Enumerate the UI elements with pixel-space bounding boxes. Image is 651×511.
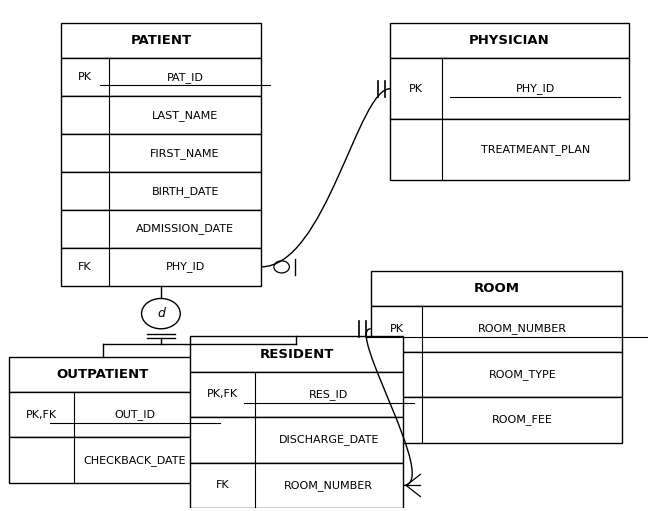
Text: PK,FK: PK,FK [26, 410, 57, 420]
Text: ROOM_NUMBER: ROOM_NUMBER [478, 323, 567, 334]
Text: CHECKBACK_DATE: CHECKBACK_DATE [84, 455, 186, 466]
Text: DISCHARGE_DATE: DISCHARGE_DATE [279, 434, 379, 446]
Bar [390, 119, 629, 180]
Bar [9, 392, 197, 437]
Text: LAST_NAME: LAST_NAME [152, 110, 218, 121]
Bar [61, 23, 261, 58]
Text: PATIENT: PATIENT [130, 34, 191, 47]
Text: PK: PK [409, 84, 423, 94]
Text: PK: PK [78, 73, 92, 82]
Text: ROOM_TYPE: ROOM_TYPE [488, 369, 556, 380]
Bar [61, 210, 261, 248]
Bar [190, 463, 403, 508]
Text: TREATMEANT_PLAN: TREATMEANT_PLAN [480, 144, 590, 155]
Text: ADMISSION_DATE: ADMISSION_DATE [136, 223, 234, 235]
Bar [190, 371, 403, 417]
Text: PK: PK [389, 324, 404, 334]
Text: ROOM_NUMBER: ROOM_NUMBER [284, 480, 373, 491]
Bar [370, 271, 622, 306]
Text: FK: FK [215, 480, 229, 491]
Text: ROOM_FEE: ROOM_FEE [492, 414, 553, 425]
Text: PAT_ID: PAT_ID [167, 72, 204, 83]
Bar [390, 23, 629, 58]
Text: d: d [157, 307, 165, 320]
Text: PK,FK: PK,FK [206, 389, 238, 400]
Text: BIRTH_DATE: BIRTH_DATE [152, 185, 219, 197]
Text: ROOM: ROOM [473, 282, 519, 295]
Bar [370, 397, 622, 443]
Bar [370, 306, 622, 352]
Bar [61, 248, 261, 286]
Text: OUTPATIENT: OUTPATIENT [57, 368, 149, 381]
Text: RESIDENT: RESIDENT [259, 347, 334, 361]
Bar [9, 437, 197, 483]
Bar [61, 58, 261, 96]
Text: OUT_ID: OUT_ID [115, 409, 156, 420]
Text: FIRST_NAME: FIRST_NAME [150, 148, 220, 158]
Text: PHY_ID: PHY_ID [516, 83, 555, 94]
Bar [61, 172, 261, 210]
Bar [190, 417, 403, 463]
Bar [61, 134, 261, 172]
Text: RES_ID: RES_ID [309, 389, 348, 400]
Bar [9, 357, 197, 392]
Bar [61, 96, 261, 134]
Bar [190, 336, 403, 371]
Text: PHY_ID: PHY_ID [165, 262, 205, 272]
Text: PHYSICIAN: PHYSICIAN [469, 34, 550, 47]
Bar [390, 58, 629, 119]
Bar [370, 352, 622, 397]
Text: FK: FK [78, 262, 92, 272]
